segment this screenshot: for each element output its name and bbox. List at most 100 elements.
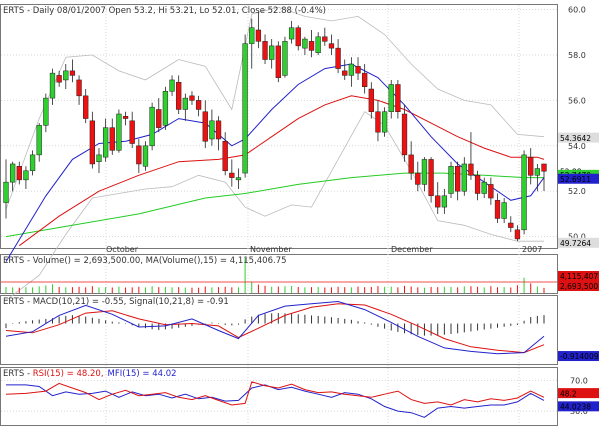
grid-lines bbox=[1, 5, 557, 425]
price-value-tag-box bbox=[558, 132, 599, 143]
candle-body bbox=[209, 120, 215, 140]
candle bbox=[262, 34, 268, 65]
candle bbox=[76, 75, 82, 105]
x-label-october: October bbox=[106, 245, 139, 254]
candle-body bbox=[335, 47, 341, 69]
candle bbox=[16, 161, 22, 185]
candle bbox=[474, 170, 481, 201]
candle-body bbox=[255, 29, 262, 42]
candle-body bbox=[69, 70, 76, 76]
volume-ma-tag-box bbox=[558, 271, 599, 281]
candle-body bbox=[189, 95, 195, 101]
candle-body bbox=[269, 45, 275, 60]
candle bbox=[441, 188, 448, 214]
rsi-value-tag-box bbox=[558, 388, 599, 399]
candle bbox=[129, 111, 135, 149]
long-ma-line bbox=[5, 172, 544, 238]
bollinger-lower-line bbox=[5, 111, 544, 301]
candle bbox=[461, 157, 467, 196]
price-tick-label: 60.0 bbox=[568, 6, 586, 15]
candle-body bbox=[3, 181, 9, 203]
candle-body bbox=[202, 111, 208, 142]
candle bbox=[195, 95, 202, 117]
candle-body bbox=[43, 97, 49, 126]
rsi-tick-label: 70.0 bbox=[570, 376, 588, 385]
candle bbox=[215, 116, 222, 151]
y-axis-labels: 50.052.054.056.058.060.054.364252.8852.7… bbox=[558, 6, 599, 416]
candle-body bbox=[282, 41, 288, 76]
candle-body bbox=[534, 168, 541, 176]
candle-body bbox=[182, 97, 188, 110]
candle-body bbox=[29, 154, 36, 172]
price-panel bbox=[0, 4, 558, 249]
candle bbox=[322, 27, 328, 46]
candle bbox=[249, 18, 255, 69]
candle-body bbox=[76, 79, 82, 97]
macd-value-tag-text: -0.914009 bbox=[560, 352, 599, 361]
rsi-value-tag-text: 48.2 bbox=[560, 389, 577, 398]
price-header: ERTS - Daily 08/01/2007 Open 53.2, Hi 53… bbox=[3, 6, 326, 16]
candle-body bbox=[116, 113, 122, 151]
candle-body bbox=[249, 27, 255, 44]
macd-signal-line bbox=[5, 303, 545, 354]
candle bbox=[3, 159, 9, 219]
price-value-tag-text: 52.6911 bbox=[560, 175, 591, 184]
candle-body bbox=[295, 27, 301, 47]
candle bbox=[494, 193, 501, 224]
candle bbox=[342, 59, 348, 80]
price-tick-label: 54.0 bbox=[568, 142, 586, 151]
candle-body bbox=[156, 109, 162, 128]
candle bbox=[362, 64, 368, 94]
candle-body bbox=[488, 184, 494, 199]
candle-body bbox=[109, 127, 115, 151]
volume-ma-tag-text: 4,115,407 bbox=[560, 272, 598, 281]
candle bbox=[534, 163, 541, 192]
candle bbox=[481, 177, 487, 199]
rsi-tick-label: 30.0 bbox=[570, 407, 588, 416]
candle bbox=[63, 64, 69, 90]
candle-body bbox=[9, 163, 16, 183]
candle-body bbox=[122, 116, 129, 119]
candle-body bbox=[375, 111, 381, 133]
candle bbox=[142, 141, 149, 171]
candle-body bbox=[242, 43, 248, 174]
candle-body bbox=[415, 172, 421, 185]
price-value-tag-box bbox=[558, 173, 599, 184]
candle bbox=[488, 177, 494, 205]
candle bbox=[162, 86, 169, 130]
candle bbox=[368, 82, 374, 119]
candle bbox=[308, 29, 315, 58]
candle-body bbox=[408, 154, 414, 174]
mfi-line bbox=[6, 384, 545, 418]
candle bbox=[122, 111, 129, 126]
price-tick-label: 50.0 bbox=[568, 233, 586, 242]
candle bbox=[295, 25, 301, 51]
candle-body bbox=[468, 163, 474, 176]
candle bbox=[149, 102, 155, 151]
candle-body bbox=[235, 177, 242, 181]
candle bbox=[355, 57, 361, 80]
rsi-line bbox=[5, 381, 545, 406]
candle-body bbox=[102, 127, 109, 158]
candle-body bbox=[368, 88, 374, 112]
candle-body bbox=[215, 120, 222, 140]
rsi-header-value: RSI(15) = 48.20, bbox=[33, 369, 104, 379]
macd-plot bbox=[5, 300, 545, 355]
candle bbox=[169, 75, 175, 96]
candle-body bbox=[275, 45, 281, 78]
candle bbox=[182, 93, 188, 121]
rsi-plot bbox=[5, 381, 545, 418]
candle-body bbox=[508, 222, 514, 228]
candle-body bbox=[455, 165, 461, 192]
volume-value-tag-box bbox=[558, 281, 599, 291]
candle-body bbox=[474, 175, 481, 194]
candle-body bbox=[23, 170, 29, 181]
candle bbox=[202, 100, 208, 149]
candle bbox=[541, 163, 547, 191]
volume-plot bbox=[1, 258, 557, 293]
candle bbox=[136, 138, 142, 174]
candle bbox=[335, 39, 341, 74]
candle bbox=[36, 123, 42, 162]
price-tick-label: 52.0 bbox=[568, 187, 586, 196]
